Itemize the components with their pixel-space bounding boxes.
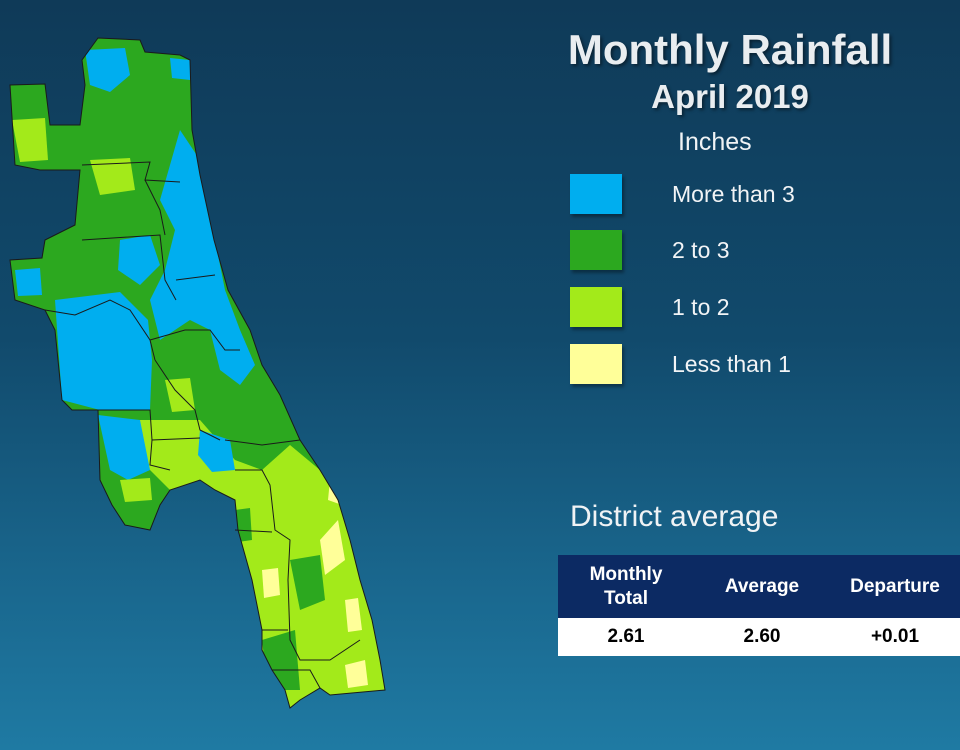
rain-zone-more-than-3 (55, 292, 152, 410)
value-average: 2.60 (743, 626, 781, 647)
legend-swatch (570, 344, 622, 384)
county-boundaries (9, 37, 386, 709)
rain-zone-more-than-3 (150, 130, 255, 385)
map-title: Monthly Rainfall (567, 26, 893, 73)
rain-zone-less-than-1 (345, 660, 368, 688)
value-departure: +0.01 (870, 626, 920, 647)
rain-zone-more-than-3 (85, 48, 130, 92)
legend-item-1-to-2: 1 to 2 (570, 287, 950, 327)
rain-zone-more-than-3 (98, 415, 150, 480)
rain-zone-2-to-3 (290, 555, 325, 610)
legend-label: More than 3 (672, 181, 795, 207)
legend-item-2-to-3: 2 to 3 (570, 230, 950, 270)
rain-zone-less-than-1 (262, 568, 280, 598)
table-row: 2.61 2.60 +0.01 (558, 618, 960, 656)
legend-units: Inches (678, 128, 752, 156)
legend-swatch (570, 230, 622, 270)
district-average-table: Monthly Total Average Departure 2.61 2.6… (558, 555, 960, 656)
column-header-monthly-total: Monthly Total (589, 563, 663, 609)
rain-zone-more-than-3 (170, 58, 190, 80)
legend-label: 1 to 2 (672, 294, 730, 320)
legend-swatch (570, 174, 622, 214)
rain-zone-more-than-3 (15, 268, 42, 296)
rain-zone-less-than-1 (345, 598, 362, 632)
legend-item-less-than-1: Less than 1 (570, 344, 950, 384)
rain-zone-less-than-1 (320, 520, 345, 575)
column-header-departure: Departure (850, 575, 940, 597)
rain-zone-1-to-2 (120, 478, 152, 502)
legend-swatch (570, 287, 622, 327)
rain-zone-2-to-3 (262, 630, 300, 690)
district-average-heading: District average (570, 500, 779, 533)
legend-item-more-than-3: More than 3 (570, 174, 950, 214)
rain-zone-1-to-2 (12, 118, 48, 162)
legend-label: Less than 1 (672, 351, 791, 377)
map-period: April 2019 (651, 78, 809, 115)
legend-label: 2 to 3 (672, 237, 730, 263)
rain-zone-more-than-3 (118, 235, 160, 285)
column-header-average: Average (724, 575, 800, 597)
table-header-row: Monthly Total Average Departure (558, 555, 960, 618)
value-monthly-total: 2.61 (607, 626, 645, 647)
rain-zone-1-to-2 (90, 158, 135, 195)
